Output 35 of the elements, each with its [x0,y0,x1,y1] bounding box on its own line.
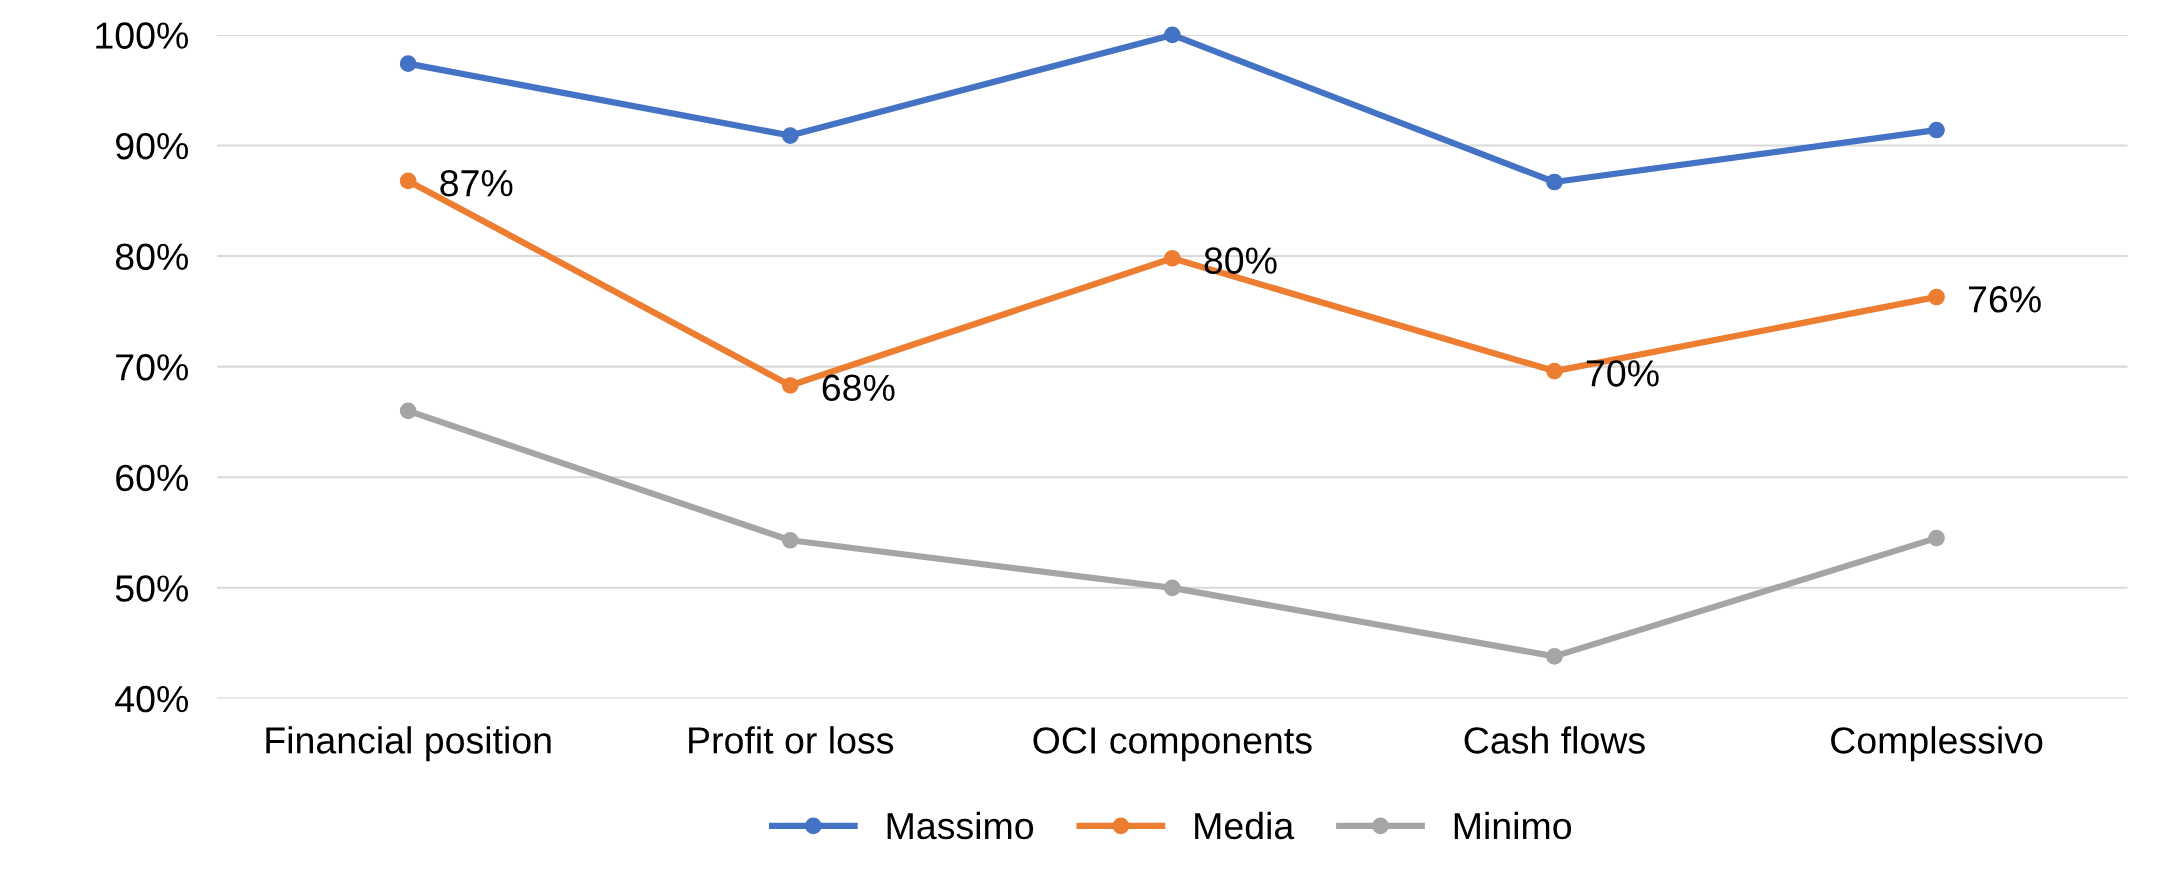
x-tick-label: Cash flows [1464,726,1645,754]
x-tick-label: OCI components [1033,727,1312,762]
point [1164,26,1181,44]
point [399,402,417,420]
y-tick-label: 80% [115,243,188,271]
x-tick-label: Complessivo [1831,726,2043,762]
point [1546,648,1563,665]
point [1546,173,1563,191]
x-tick-label: Financial position [266,726,551,762]
y-tick-label: 90% [116,132,188,160]
data-label: 80% [1204,247,1277,274]
y-tick-label: 100% [96,22,188,49]
data-label: 68% [822,374,895,402]
point [1164,249,1181,267]
point [781,127,799,144]
data-label: 70% [1586,360,1659,387]
point [1164,579,1181,597]
y-tick-label: 70% [116,354,188,381]
y-tick-label: 40% [115,685,188,713]
point [1928,121,1945,139]
point [399,172,417,190]
point [1928,529,1945,547]
data-label: 87% [440,169,513,197]
point [1928,288,1945,306]
legend-label: Minimo [1454,811,1572,840]
x-tick-label: Profit or loss [689,726,894,754]
point [399,55,417,73]
legend-label: Media [1195,811,1295,840]
point [1546,362,1563,380]
data-label: 76% [1969,286,2041,313]
legend-label: Massimo [887,811,1034,840]
point [781,531,799,549]
y-tick-label: 60% [116,464,188,492]
point [781,377,799,394]
y-tick-label: 50% [115,575,188,602]
